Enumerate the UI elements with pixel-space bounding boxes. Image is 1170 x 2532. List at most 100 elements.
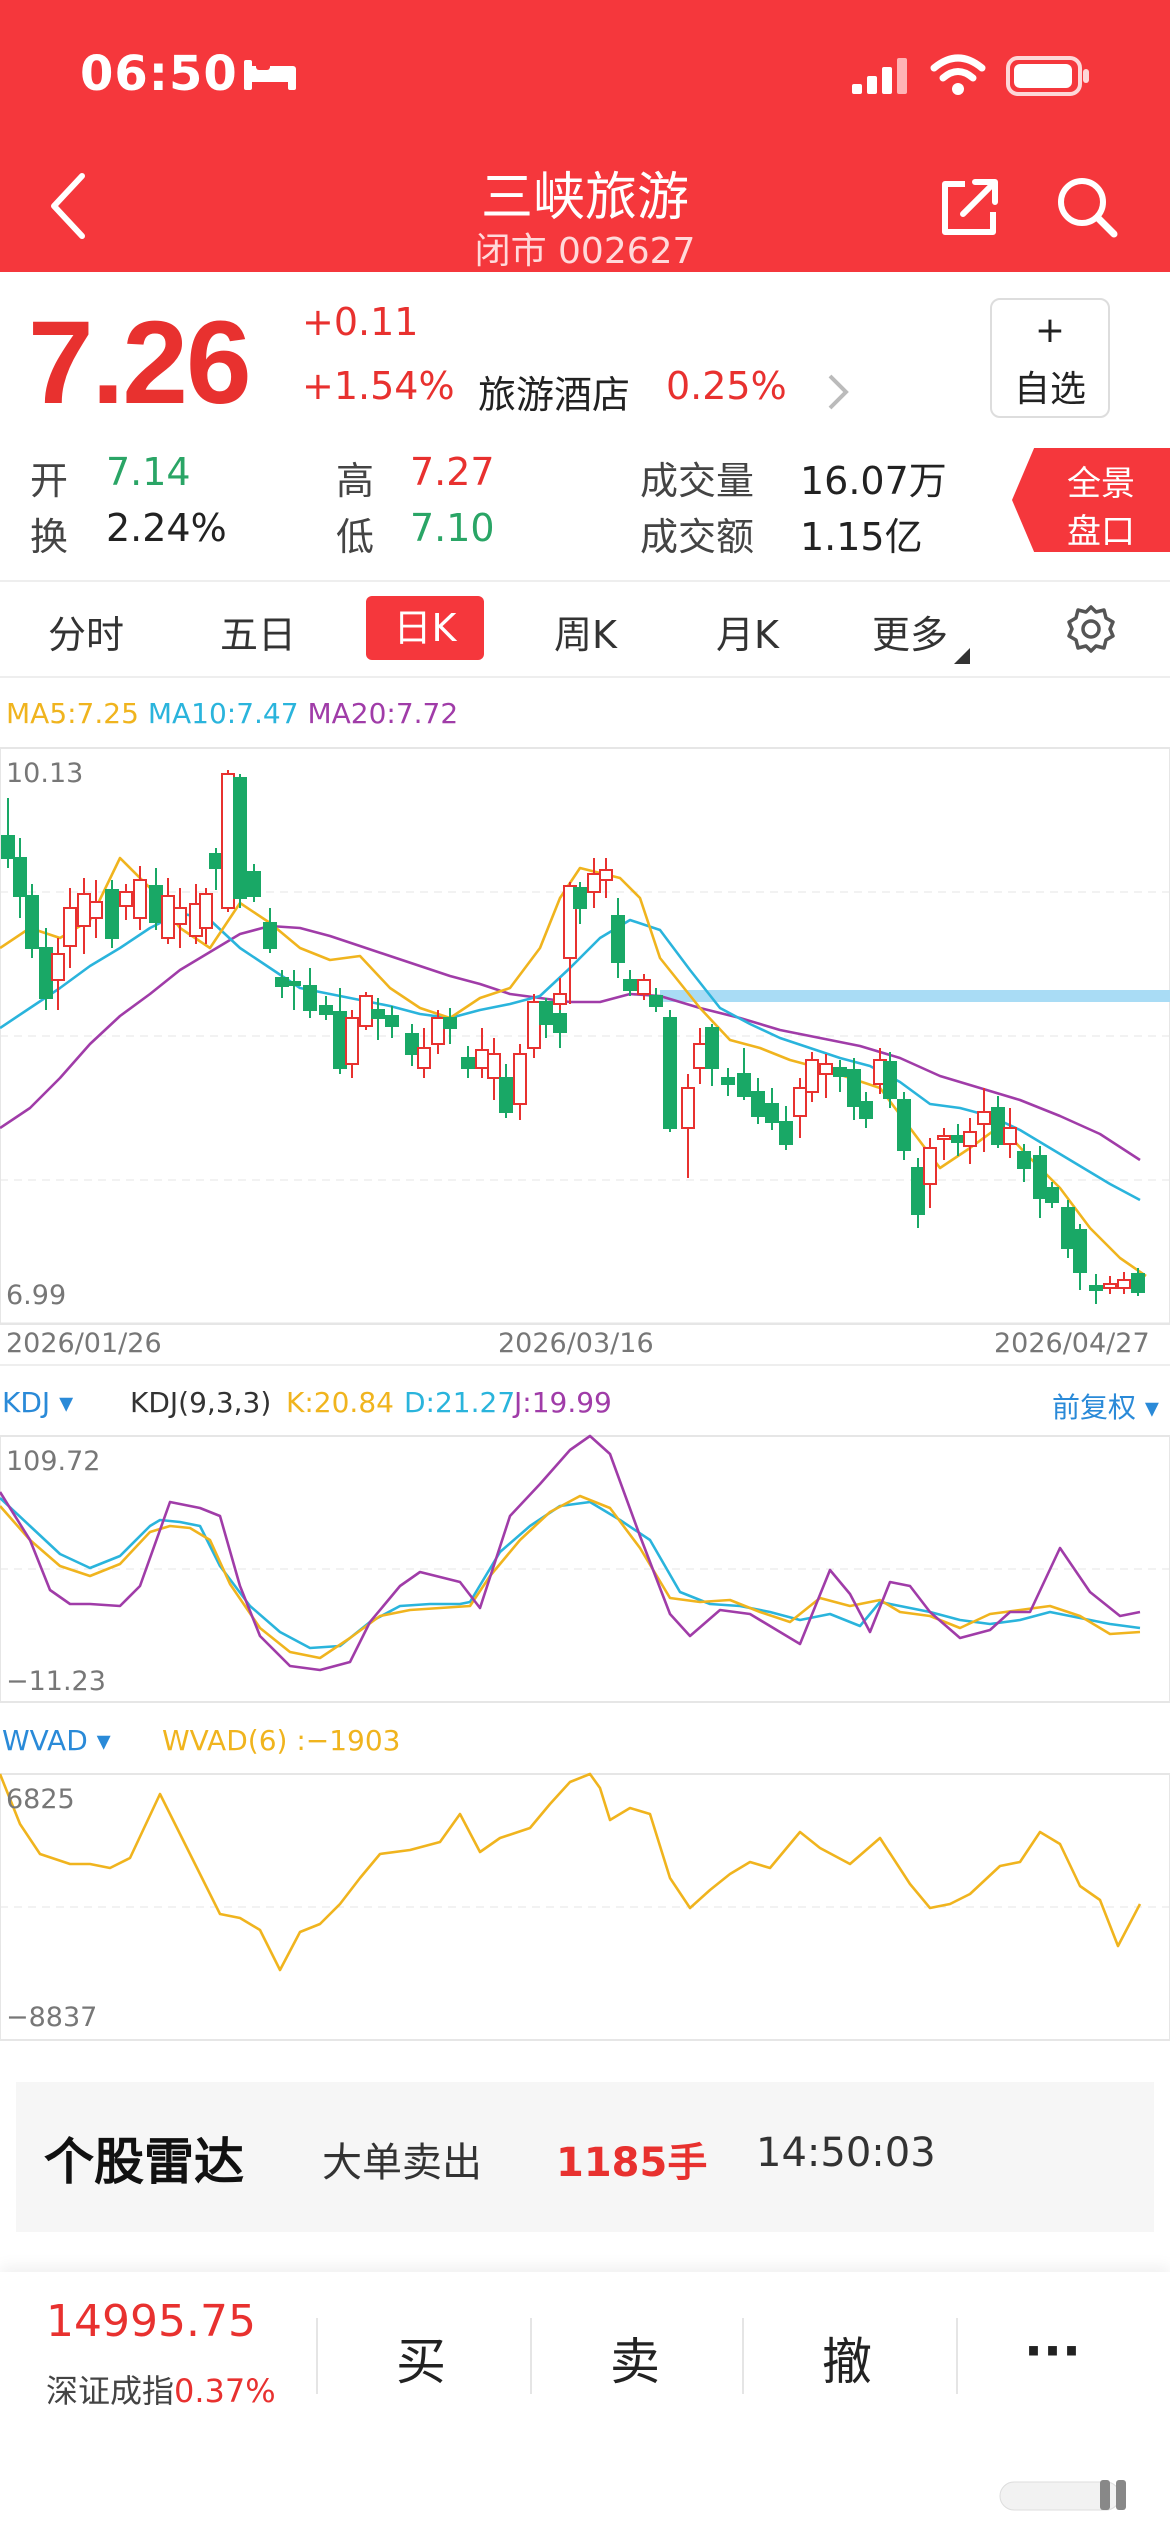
add-watchlist-button[interactable]: + 自选 [990, 298, 1110, 418]
panorama-button[interactable]: 全景 盘口 [1012, 448, 1170, 552]
chevron-right-icon[interactable] [822, 370, 852, 414]
candle-body [1073, 1229, 1087, 1273]
industry-link[interactable]: 旅游酒店 [478, 373, 631, 417]
candle-body [705, 1027, 719, 1069]
candle-body [39, 947, 53, 999]
settings-gear-icon[interactable] [1066, 604, 1116, 654]
candle-body [513, 1053, 527, 1105]
wvad-y-min: −8837 [6, 2002, 98, 2033]
price-change: +0.11 [302, 300, 419, 344]
kdj-label: KDJ [2, 1386, 51, 1419]
candle-body [1, 835, 15, 859]
candle-body [63, 907, 77, 947]
price-level-band [660, 990, 1170, 1002]
dropdown-triangle-icon [954, 648, 970, 664]
candle-body [25, 895, 39, 949]
float-window-icon[interactable] [999, 2476, 1150, 2516]
share-icon[interactable] [935, 172, 1005, 242]
kdj-k-value: K:20.84 [286, 1386, 394, 1419]
radar-volume: 1185手 [556, 2140, 708, 2186]
wifi-icon [930, 54, 986, 95]
index-name-row[interactable]: 深证成指0.37% [46, 2366, 276, 2412]
price-change-percent: +1.54% [302, 364, 455, 408]
candle-body [345, 1017, 359, 1065]
candle-body [333, 1011, 347, 1069]
candle-body [303, 985, 317, 1011]
low-label: 低 [336, 515, 375, 559]
wvad-indicator-select[interactable]: WVAD ▾ [2, 1724, 111, 1757]
sleep-mode-icon [244, 60, 296, 90]
sell-button[interactable]: 卖 [610, 2333, 660, 2391]
x-axis-end-date: 2026/04/27 [994, 1328, 1150, 1359]
candle-body [119, 891, 133, 907]
candle-body [847, 1069, 861, 1107]
kdj-d-value: D:21.27 [404, 1386, 516, 1419]
industry-change: 0.25% [666, 364, 787, 408]
ma20-line [0, 924, 1141, 1162]
candle-body [161, 895, 175, 939]
candle-body [1089, 1285, 1103, 1291]
search-icon[interactable] [1052, 172, 1122, 242]
candlestick-chart[interactable] [0, 747, 1170, 1325]
candle-body [385, 1015, 399, 1027]
candle-body [105, 889, 119, 939]
candle-body [1061, 1207, 1075, 1249]
candle-body [693, 1043, 707, 1069]
tab-five-day[interactable]: 五日 [220, 613, 297, 657]
candle-body [587, 873, 601, 893]
panorama-label-1: 全景 [1067, 464, 1135, 504]
more-menu-button[interactable]: ··· [1024, 2322, 1081, 2380]
tab-more[interactable]: 更多 [872, 613, 949, 657]
bottom-toolbar [0, 2272, 1170, 2532]
tab-daily-k[interactable]: 日K [366, 596, 484, 660]
candle-body [833, 1067, 847, 1077]
tab-intraday[interactable]: 分时 [48, 613, 125, 657]
wvad-chart [0, 1772, 1170, 2041]
plus-icon: + [1034, 310, 1066, 351]
tab-weekly-k[interactable]: 周K [554, 613, 617, 657]
candle-body [417, 1047, 431, 1069]
cancel-order-button[interactable]: 撤 [822, 2333, 872, 2391]
candle-body [681, 1087, 695, 1129]
tab-monthly-k[interactable]: 月K [716, 613, 779, 657]
y-axis-max: 10.13 [6, 758, 84, 789]
candle-body [911, 1167, 925, 1215]
candle-body [371, 1009, 385, 1019]
status-time: 06:50 [80, 46, 238, 102]
ma5-value: MA5:7.25 [6, 697, 139, 730]
stock-radar-card[interactable] [16, 2082, 1154, 2232]
candle-body [977, 1111, 991, 1125]
y-axis-min: 6.99 [6, 1280, 67, 1311]
candle-body [13, 857, 27, 897]
radar-event-type: 大单卖出 [322, 2140, 482, 2186]
candle-body [359, 995, 373, 1027]
candle-body [721, 1077, 735, 1085]
candle-body [275, 977, 289, 987]
kdj-j-line [0, 1434, 1141, 1672]
candle-body [133, 879, 147, 919]
turnover-label: 换 [30, 515, 69, 559]
candle-body [149, 885, 163, 923]
divider [0, 1364, 1170, 1366]
back-icon[interactable] [40, 170, 100, 240]
candle-body [963, 1131, 977, 1147]
volume-value: 16.07万 [800, 459, 947, 503]
candle-body [1017, 1151, 1031, 1169]
high-value: 7.27 [410, 450, 495, 494]
candle-body [923, 1147, 937, 1185]
index-value[interactable]: 14995.75 [46, 2296, 256, 2347]
candle-body [487, 1053, 501, 1079]
amount-label: 成交额 [640, 515, 755, 559]
ma-legend: MA5:7.25 MA10:7.47 MA20:7.72 [6, 697, 458, 730]
battery-icon [1006, 56, 1089, 96]
candle-body [859, 1101, 873, 1119]
candle-body [737, 1073, 751, 1097]
candle-body [1033, 1155, 1047, 1199]
buy-button[interactable]: 买 [396, 2333, 446, 2391]
divider [956, 2318, 958, 2394]
adjustment-select[interactable]: 前复权 ▾ [1052, 1391, 1159, 1424]
kdj-indicator-select[interactable]: KDJ ▾ [2, 1386, 74, 1419]
candle-body [209, 853, 223, 869]
candle-body [287, 981, 301, 986]
stock-status-code: 闭市 002627 [474, 231, 696, 272]
